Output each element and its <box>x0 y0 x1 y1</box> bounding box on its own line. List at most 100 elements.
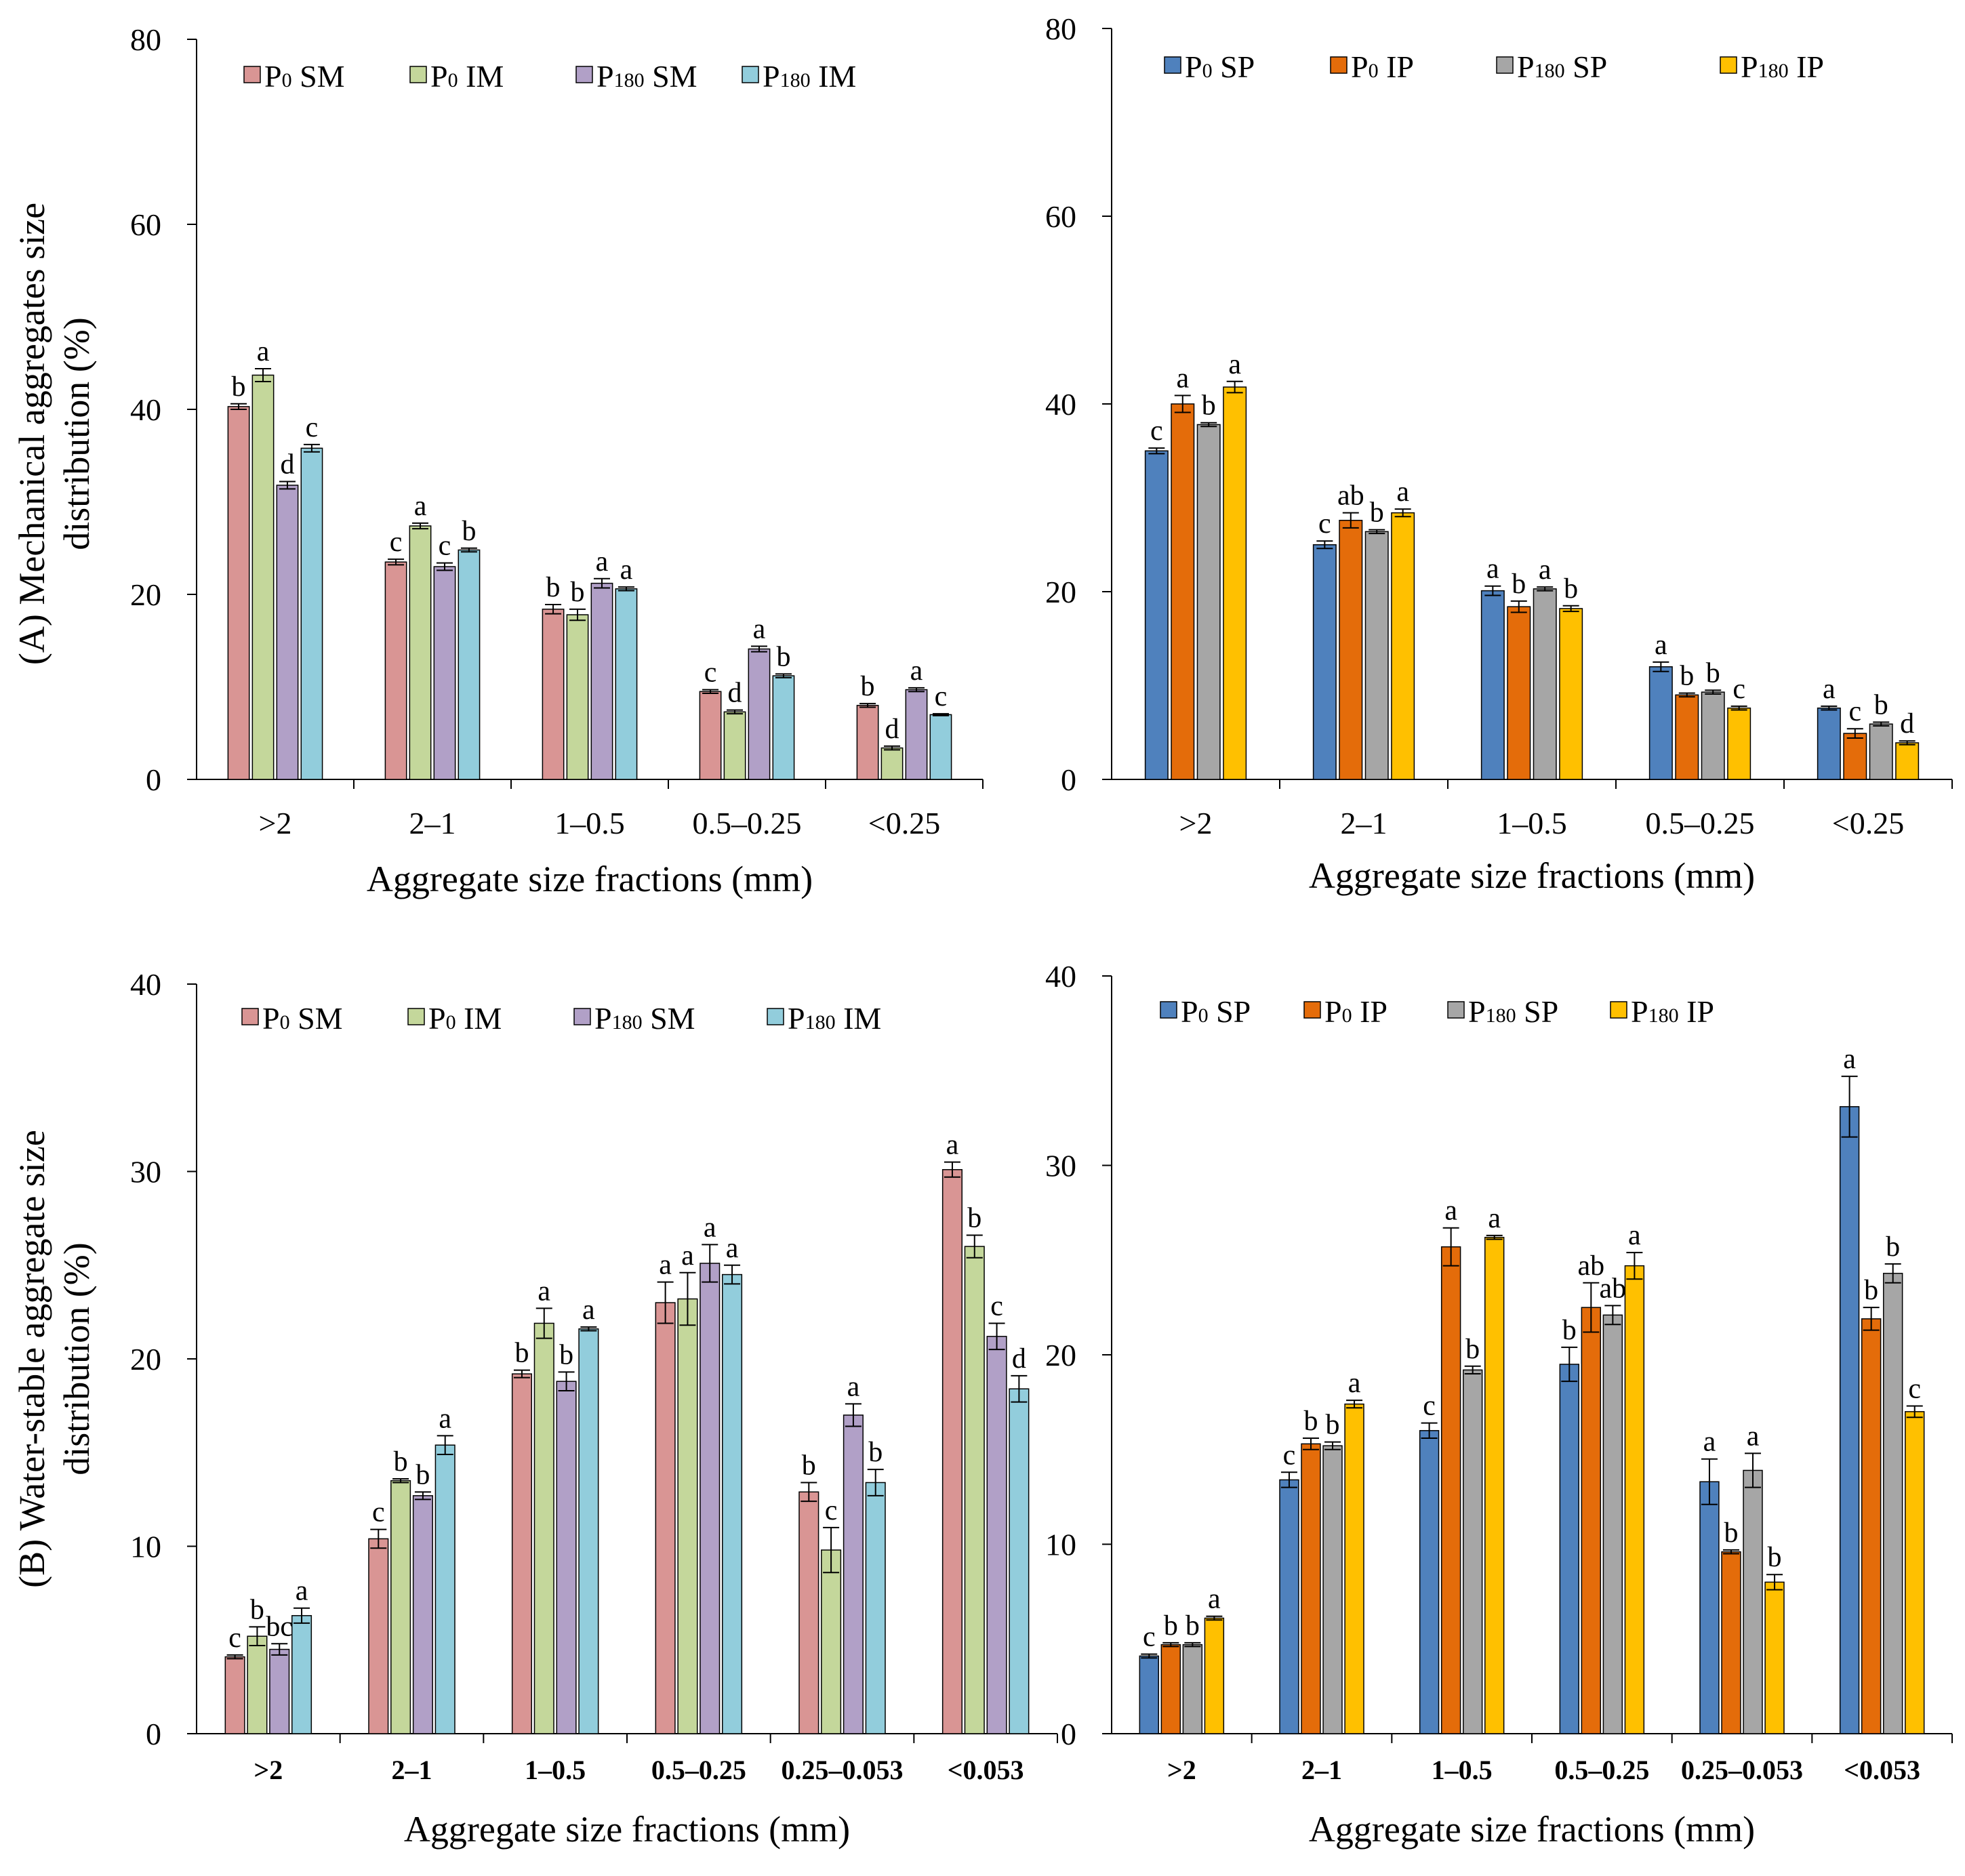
bar <box>1139 1655 1159 1734</box>
bar <box>723 711 746 780</box>
y-axis-title: (A) Mechanical aggregates size distributi… <box>12 203 97 665</box>
significance-letter: c <box>1143 1622 1156 1653</box>
significance-letter: b <box>1370 497 1384 529</box>
bar <box>865 1482 886 1734</box>
significance-letter: a <box>1488 1203 1501 1234</box>
bar <box>590 582 613 780</box>
bar <box>798 1491 819 1734</box>
x-tick-label: >2 <box>1179 806 1213 840</box>
bar <box>1559 1364 1579 1734</box>
bar <box>1905 1411 1925 1734</box>
legend-label: P0 SM <box>262 1001 343 1036</box>
legend-label: P180 SP <box>1468 994 1558 1029</box>
x-axis-title: Aggregate size fractions (mm) <box>367 859 813 899</box>
significance-letter: c <box>390 527 403 558</box>
x-tick-label: 0.25–0.053 <box>782 1755 904 1785</box>
legend-swatch <box>767 1008 784 1025</box>
bar <box>1279 1479 1299 1734</box>
significance-letter: d <box>1900 708 1914 739</box>
bar <box>1817 707 1841 780</box>
legend-swatch <box>243 66 261 83</box>
bar <box>1171 403 1195 780</box>
bar <box>409 525 432 780</box>
significance-letter: b <box>1164 1610 1178 1642</box>
legend-label: P0 SM <box>264 59 345 94</box>
bar <box>880 747 904 780</box>
bar <box>1507 606 1531 780</box>
bar <box>655 1302 676 1734</box>
legend-swatch <box>1303 1001 1321 1019</box>
bar <box>276 485 299 780</box>
significance-letter: b <box>1724 1517 1738 1549</box>
bar <box>511 1373 532 1734</box>
bar <box>566 614 589 780</box>
significance-letter: b <box>514 1338 529 1369</box>
significance-letter: a <box>1444 1196 1457 1227</box>
bar <box>905 689 928 780</box>
significance-letter: a <box>1228 349 1241 380</box>
significance-letter: a <box>1843 1044 1856 1075</box>
significance-letter: a <box>414 491 427 522</box>
significance-letter: a <box>681 1240 694 1271</box>
legend-label: P180 SP <box>1517 49 1607 84</box>
significance-letter: b <box>1562 1315 1577 1346</box>
y-tick-label: 0 <box>1061 762 1076 797</box>
bar <box>1419 1430 1440 1734</box>
significance-letter: b <box>1326 1410 1340 1441</box>
x-tick-label: 0.5–0.25 <box>651 1755 746 1785</box>
bar <box>1204 1617 1225 1734</box>
significance-letter: a <box>296 1576 308 1607</box>
x-tick-label: 1–0.5 <box>1497 806 1567 840</box>
legend-swatch <box>573 1008 591 1025</box>
bar <box>941 1168 963 1734</box>
legend-label: P180 SM <box>596 59 697 94</box>
bar <box>1869 723 1893 780</box>
x-tick-label: 2–1 <box>392 1755 432 1785</box>
bar <box>1602 1314 1623 1734</box>
bar <box>1484 1236 1505 1734</box>
bar <box>1895 742 1920 780</box>
x-tick-label: 1–0.5 <box>525 1755 586 1785</box>
y-tick-label: 60 <box>130 207 161 242</box>
significance-letter: a <box>753 613 766 645</box>
bar <box>964 1246 985 1734</box>
significance-letter: a <box>538 1276 550 1307</box>
legend-label: P0 IM <box>428 1001 502 1036</box>
bar <box>458 549 481 780</box>
significance-letter: b <box>250 1594 264 1625</box>
significance-letter: a <box>1628 1220 1641 1251</box>
significance-letter: b <box>802 1450 816 1481</box>
bar <box>269 1648 290 1734</box>
bar <box>1339 519 1363 780</box>
y-tick-label: 10 <box>1045 1528 1076 1562</box>
significance-letter: a <box>910 655 923 687</box>
y-tick-label: 0 <box>146 762 161 797</box>
significance-letter: a <box>1655 630 1667 661</box>
significance-letter: a <box>257 336 270 367</box>
significance-letter: c <box>704 657 717 689</box>
significance-letter: a <box>847 1371 860 1402</box>
y-tick-label: 20 <box>130 1342 161 1377</box>
y-axis-title: (B) Water-stable aggregate size distribut… <box>12 1130 97 1588</box>
x-tick-label: 2–1 <box>409 806 456 840</box>
bar <box>1196 424 1221 780</box>
legend-swatch <box>1447 1001 1465 1019</box>
bar <box>390 1480 411 1734</box>
bar <box>291 1615 312 1734</box>
bar <box>1312 544 1337 780</box>
bar <box>1462 1369 1483 1734</box>
bar <box>1160 1644 1181 1734</box>
bar <box>1701 691 1725 780</box>
bar <box>1223 386 1247 780</box>
significance-letter: d <box>885 714 899 745</box>
bar <box>433 566 456 780</box>
legend-label: P0 SP <box>1185 49 1255 84</box>
bar <box>1675 694 1699 780</box>
significance-letter: a <box>1348 1368 1361 1399</box>
significance-letter: a <box>620 554 633 586</box>
legend-label: P180 IP <box>1741 49 1824 84</box>
significance-letter: bc <box>266 1611 293 1642</box>
bar <box>821 1549 842 1734</box>
bar <box>578 1328 599 1734</box>
significance-letter: b <box>776 641 790 672</box>
